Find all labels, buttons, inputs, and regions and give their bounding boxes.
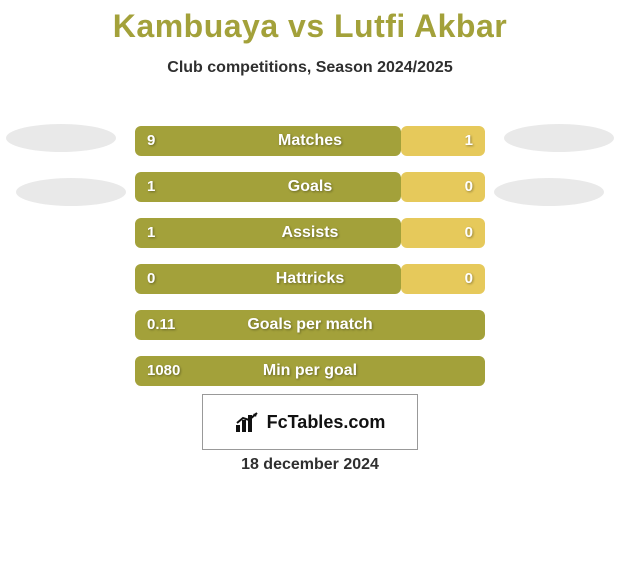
bar-left bbox=[135, 310, 485, 340]
bar-right bbox=[401, 218, 485, 248]
bar-track: Assists10 bbox=[135, 218, 485, 248]
stat-row: Hattricks00 bbox=[0, 256, 620, 302]
logo-text: FcTables.com bbox=[267, 412, 386, 433]
comparison-chart: Matches91 Goals10 Assists10 Hattricks00 Goal… bbox=[0, 118, 620, 394]
stat-row: Min per goal1080 bbox=[0, 348, 620, 394]
bar-track: Hattricks00 bbox=[135, 264, 485, 294]
bar-left bbox=[135, 126, 401, 156]
bar-left bbox=[135, 172, 401, 202]
bar-left bbox=[135, 264, 401, 294]
bar-right bbox=[401, 264, 485, 294]
bar-right bbox=[401, 172, 485, 202]
stat-row: Goals per match0.11 bbox=[0, 302, 620, 348]
bar-left bbox=[135, 218, 401, 248]
bar-track: Goals per match0.11 bbox=[135, 310, 485, 340]
fctables-icon bbox=[235, 411, 261, 433]
bar-left bbox=[135, 356, 485, 386]
bar-track: Goals10 bbox=[135, 172, 485, 202]
stat-row: Goals10 bbox=[0, 164, 620, 210]
subtitle: Club competitions, Season 2024/2025 bbox=[0, 59, 620, 77]
bar-track: Min per goal1080 bbox=[135, 356, 485, 386]
bar-track: Matches91 bbox=[135, 126, 485, 156]
bar-right bbox=[401, 126, 485, 156]
date-line: 18 december 2024 bbox=[0, 456, 620, 474]
stat-row: Matches91 bbox=[0, 118, 620, 164]
page-title: Kambuaya vs Lutfi Akbar bbox=[0, 0, 620, 45]
stat-row: Assists10 bbox=[0, 210, 620, 256]
logo-box: FcTables.com bbox=[202, 394, 418, 450]
